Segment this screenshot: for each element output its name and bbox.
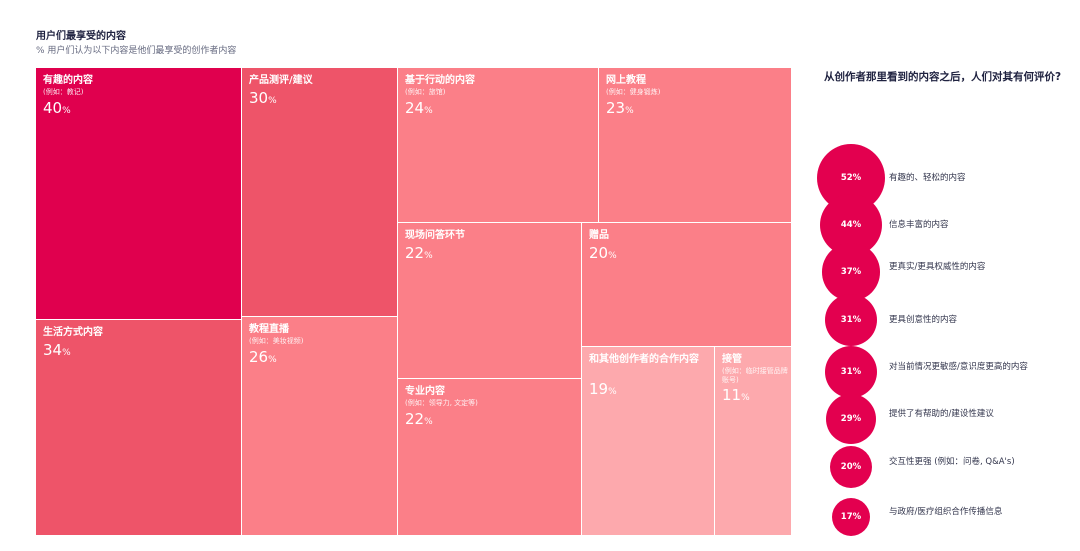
treemap-cell: 产品测评/建议 30% bbox=[242, 68, 398, 317]
treemap-cell-value: 24% bbox=[405, 99, 433, 117]
treemap-cell-label: 网上教程 bbox=[606, 75, 646, 86]
bubble-mark: 37% bbox=[822, 243, 880, 301]
treemap-cell-label: 专业内容 bbox=[405, 386, 445, 397]
treemap-cell-note: (例如：临时接管品牌账号) bbox=[722, 367, 788, 384]
treemap-cell-label: 产品测评/建议 bbox=[249, 75, 313, 86]
bubble-label: 交互性更强 (例如：问卷, Q&A's) bbox=[889, 457, 1015, 467]
treemap-cell: 教程直播 (例如：美妆视频) 26% bbox=[242, 317, 398, 536]
treemap-cell-value: 34% bbox=[43, 341, 71, 359]
treemap-cell: 基于行动的内容 (例如：旅馆) 24% bbox=[398, 68, 599, 223]
treemap-cell: 专业内容 (例如：领导力, 文定等) 22% bbox=[398, 379, 582, 536]
treemap-cell-value: 22% bbox=[405, 244, 433, 262]
treemap-cell-value: 40% bbox=[43, 99, 71, 117]
treemap-cell: 有趣的内容 (例如：教记) 40% bbox=[36, 68, 242, 320]
treemap-cell-label: 教程直播 bbox=[249, 324, 289, 335]
bubble-label: 有趣的、轻松的内容 bbox=[889, 173, 966, 183]
chart-subtitle: % 用户们认为以下内容是他们最享受的创作者内容 bbox=[36, 46, 237, 56]
bubble-label: 与政府/医疗组织合作传播信息 bbox=[889, 507, 1003, 517]
treemap-cell-value: 23% bbox=[606, 99, 634, 117]
bubble-label: 对当前情况更敏感/意识度更高的内容 bbox=[889, 362, 1028, 372]
treemap-cell-note: (例如：美妆视频) bbox=[249, 337, 304, 345]
chart-title: 用户们最享受的内容 bbox=[36, 31, 126, 42]
bubble-label: 更具创意性的内容 bbox=[889, 315, 958, 325]
treemap-cell-value: 20% bbox=[589, 244, 617, 262]
bubble-mark: 31% bbox=[824, 293, 878, 347]
bubble-mark: 20% bbox=[829, 445, 873, 489]
bubble-mark: 31% bbox=[824, 345, 878, 399]
treemap-cell-label: 接管 bbox=[722, 354, 742, 365]
treemap-cell-note: (例如：领导力, 文定等) bbox=[405, 399, 478, 407]
treemap-cell: 生活方式内容 34% bbox=[36, 320, 242, 536]
treemap-cell: 网上教程 (例如：健身锻炼) 23% bbox=[599, 68, 792, 223]
bubble-label: 更真实/更具权威性的内容 bbox=[889, 262, 986, 272]
treemap-cell-value: 11% bbox=[722, 386, 750, 404]
treemap-cell-value: 19% bbox=[589, 380, 617, 398]
treemap-cell-label: 和其他创作者的合作内容 bbox=[589, 354, 699, 365]
treemap-cell: 现场问答环节 22% bbox=[398, 223, 582, 379]
treemap-cell-label: 有趣的内容 bbox=[43, 75, 93, 86]
bubble-label: 提供了有帮助的/建设性建议 bbox=[889, 409, 994, 419]
treemap-cell-note: (例如：旅馆) bbox=[405, 88, 446, 96]
treemap-cell-label: 基于行动的内容 bbox=[405, 75, 475, 86]
treemap-cell-note: (例如：教记) bbox=[43, 88, 84, 96]
treemap-cell-value: 22% bbox=[405, 410, 433, 428]
treemap-cell: 接管 (例如：临时接管品牌账号) 11% bbox=[715, 347, 792, 536]
treemap-cell-label: 赠品 bbox=[589, 230, 609, 241]
treemap-cell-value: 30% bbox=[249, 89, 277, 107]
treemap-cell-note: (例如：健身锻炼) bbox=[606, 88, 661, 96]
treemap-cell-value: 26% bbox=[249, 348, 277, 366]
side-chart-title: 从创作者那里看到的内容之后，人们对其有何评价? bbox=[824, 71, 1062, 83]
treemap-cell: 和其他创作者的合作内容 19% bbox=[582, 347, 715, 536]
treemap-cell: 赠品 20% bbox=[582, 223, 792, 347]
bubble-mark: 29% bbox=[825, 393, 877, 445]
treemap-cell-label: 生活方式内容 bbox=[43, 327, 103, 338]
treemap-cell-label: 现场问答环节 bbox=[405, 230, 465, 241]
bubble-label: 信息丰富的内容 bbox=[889, 220, 949, 230]
bubble-mark: 17% bbox=[831, 497, 871, 537]
treemap-chart: 有趣的内容 (例如：教记) 40% 生活方式内容 34% 产品测评/建议 30% 教程直播 (例… bbox=[36, 68, 792, 536]
